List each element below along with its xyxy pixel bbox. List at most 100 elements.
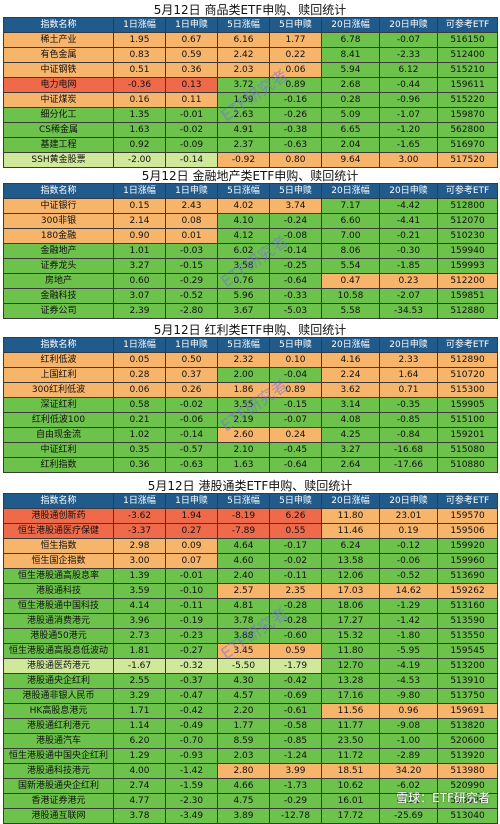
etf-code-cell: 159993 <box>437 258 498 274</box>
value-cell: 0.27 <box>165 523 218 539</box>
value-cell: 2.63 <box>217 107 270 123</box>
value-cell: 2.98 <box>113 538 166 554</box>
index-name-cell: 港股通科技港元 <box>3 763 114 779</box>
value-cell: 4.10 <box>217 213 270 229</box>
column-header: 5日申赎 <box>269 17 322 33</box>
value-cell: 2.00 <box>217 367 270 383</box>
etf-code-cell: 159870 <box>437 107 498 123</box>
value-cell: 11.80 <box>321 643 380 659</box>
value-cell: -0.52 <box>165 288 218 304</box>
value-cell: 0.47 <box>321 273 380 289</box>
value-cell: 11.77 <box>321 718 380 734</box>
value-cell: 3.00 <box>113 553 166 569</box>
value-cell: -0.06 <box>165 412 218 428</box>
value-cell: -0.63 <box>165 457 218 473</box>
value-cell: -0.70 <box>165 733 218 749</box>
value-cell: 6.20 <box>113 733 166 749</box>
value-cell: 0.06 <box>113 382 166 398</box>
value-cell: 1.77 <box>269 32 322 48</box>
index-name-cell: 恒生港股通高股息低波动 <box>3 643 114 659</box>
index-name-cell: 港股通创新药 <box>3 508 114 524</box>
index-name-cell: 细分化工 <box>3 107 114 123</box>
value-cell: 0.09 <box>165 538 218 554</box>
value-cell: -0.85 <box>269 733 322 749</box>
index-name-cell: 恒生国企指数 <box>3 553 114 569</box>
value-cell: -1.85 <box>379 258 438 274</box>
value-cell: -0.02 <box>269 553 322 569</box>
value-cell: -9.08 <box>379 718 438 734</box>
table-row: 基建工程 0.92 -0.09 2.37 -0.63 2.04 -1.65 516970 <box>3 137 498 153</box>
table-row: 港股通科技 3.59 -0.10 2.57 2.35 17.03 14.62 159262 <box>3 583 498 599</box>
table-row: 证券公司 2.39 -2.80 3.67 -5.03 5.58 -34.53 512880 <box>3 303 498 319</box>
table-row: 稀土产业 1.95 0.67 6.16 1.77 6.78 -0.07 516150 <box>3 32 498 48</box>
value-cell: 0.90 <box>113 228 166 244</box>
table-row: 港股通50港元 2.73 -0.23 3.88 -0.60 15.32 -1.80 51355… <box>3 628 498 644</box>
value-cell: 18.51 <box>321 763 380 779</box>
index-name-cell: 恒生港股通医疗保健 <box>3 523 114 539</box>
value-cell: -2.07 <box>379 288 438 304</box>
etf-code-cell: 516150 <box>437 32 498 48</box>
value-cell: 2.20 <box>217 703 270 719</box>
etf-code-cell: 510880 <box>437 457 498 473</box>
value-cell: 6.12 <box>379 62 438 78</box>
etf-code-cell: 513590 <box>437 613 498 629</box>
value-cell: 2.10 <box>217 442 270 458</box>
value-cell: 5.09 <box>321 107 380 123</box>
value-cell: -0.96 <box>379 92 438 108</box>
column-header: 1日申赎 <box>165 337 218 353</box>
value-cell: -0.14 <box>269 243 322 259</box>
value-cell: 0.89 <box>269 382 322 398</box>
index-name-cell: 恒生港股通高股息率 <box>3 568 114 584</box>
etf-code-cell: 513200 <box>437 658 498 674</box>
table-row: 红利指数 0.36 -0.63 1.63 -0.64 2.64 -17.66 510880 <box>3 457 498 473</box>
value-cell: 1.71 <box>113 703 166 719</box>
value-cell: 4.12 <box>217 228 270 244</box>
value-cell: 3.62 <box>321 382 380 398</box>
etf-code-cell: 517520 <box>437 152 498 168</box>
value-cell: 2.60 <box>217 427 270 443</box>
value-cell: 1.35 <box>113 107 166 123</box>
column-header: 可参考ETF <box>437 337 498 353</box>
value-cell: -0.58 <box>269 718 322 734</box>
index-name-cell: 300红利低波 <box>3 382 114 398</box>
column-header: 20日涨幅 <box>321 493 380 509</box>
value-cell: -0.11 <box>165 598 218 614</box>
etf-code-cell: 159905 <box>437 397 498 413</box>
value-cell: -0.12 <box>379 538 438 554</box>
table-row: 房地产 0.60 -0.29 0.76 -0.64 0.47 0.23 512200 <box>3 273 498 289</box>
value-cell: 2.03 <box>217 62 270 78</box>
index-name-cell: 港股通互联网 <box>3 808 114 824</box>
value-cell: 4.64 <box>217 538 270 554</box>
value-cell: -0.32 <box>165 658 218 674</box>
value-cell: -0.44 <box>379 77 438 93</box>
value-cell: 11.72 <box>321 748 380 764</box>
value-cell: 4.25 <box>321 427 380 443</box>
value-cell: 0.24 <box>269 427 322 443</box>
etf-code-cell: 512400 <box>437 47 498 63</box>
etf-code-cell: 159262 <box>437 583 498 599</box>
value-cell: 0.76 <box>217 273 270 289</box>
value-cell: 2.39 <box>113 303 166 319</box>
table-row: 港股通央企红利 2.55 -0.37 4.30 -0.42 13.28 -4.53 51391… <box>3 673 498 689</box>
etf-code-cell: 159570 <box>437 508 498 524</box>
table-row: 港股通非银人民币 3.29 -0.47 4.57 -0.69 17.16 -9.80 5137… <box>3 688 498 704</box>
index-name-cell: 180金融 <box>3 228 114 244</box>
value-cell: 3.14 <box>321 397 380 413</box>
index-name-cell: 证券公司 <box>3 303 114 319</box>
value-cell: 18.06 <box>321 598 380 614</box>
footer-logo: 雪球：ETF研究者 <box>396 791 490 805</box>
index-name-cell: 自由现金流 <box>3 427 114 443</box>
value-cell: -0.01 <box>165 107 218 123</box>
value-cell: 3.58 <box>217 258 270 274</box>
etf-code-cell: 159691 <box>437 703 498 719</box>
table-row: 中证银行 0.15 2.43 4.02 3.74 7.17 -4.42 512800 <box>3 198 498 214</box>
etf-code-cell: 510230 <box>437 228 498 244</box>
value-cell: 0.92 <box>113 137 166 153</box>
value-cell: 2.14 <box>113 213 166 229</box>
etf-code-cell: 513090 <box>437 793 498 809</box>
value-cell: -0.57 <box>165 442 218 458</box>
index-name-cell: 恒生指数 <box>3 538 114 554</box>
column-header: 20日涨幅 <box>321 183 380 199</box>
table-row: 恒生国企指数 3.00 0.07 4.60 -0.02 13.58 -0.06 159960 <box>3 553 498 569</box>
table-row: SSH黄金股票 -2.00 -0.14 -0.92 0.80 9.64 3.00 517520 <box>3 152 498 168</box>
